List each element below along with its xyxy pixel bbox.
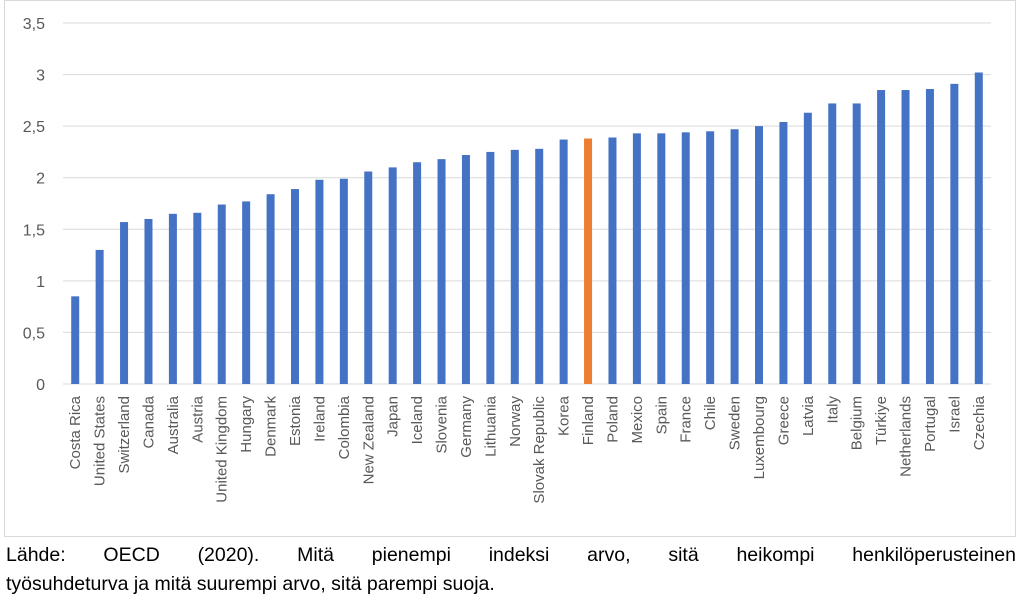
- bar-poland: [608, 137, 617, 384]
- bar-portugal: [925, 89, 934, 385]
- x-tick-label: Portugal: [922, 396, 939, 452]
- x-tick-label: Latvia: [800, 395, 817, 436]
- x-tick-label: United States: [92, 396, 109, 486]
- x-tick-label: Hungary: [238, 396, 255, 453]
- bar-chile: [706, 131, 715, 384]
- x-tick-label: Norway: [507, 396, 524, 447]
- bar-canada: [144, 218, 153, 384]
- y-tick-label: 1,5: [23, 222, 45, 239]
- bar-japan: [388, 167, 397, 384]
- x-tick-label: Iceland: [409, 396, 426, 444]
- x-tick-label: Ireland: [311, 396, 328, 442]
- bar-denmark: [266, 194, 275, 384]
- x-tick-label: Netherlands: [898, 396, 915, 477]
- x-tick-label: Israel: [946, 396, 963, 433]
- x-tick-label: Denmark: [263, 396, 280, 457]
- x-tick-label: Slovenia: [434, 395, 451, 453]
- bar-colombia: [339, 178, 348, 384]
- bar-new-zealand: [364, 171, 373, 384]
- y-tick-label: 3: [36, 68, 45, 85]
- bar-greece: [779, 122, 788, 384]
- bar-latvia: [803, 112, 812, 384]
- x-tick-label: Spain: [653, 396, 670, 434]
- x-tick-label: France: [678, 396, 695, 443]
- bar-ireland: [315, 179, 324, 384]
- x-tick-label: Switzerland: [116, 396, 133, 474]
- bar-czechia: [974, 72, 983, 384]
- bar-slovak-republic: [535, 148, 544, 384]
- y-tick-label: 0: [36, 377, 45, 394]
- x-tick-label: Türkiye: [873, 396, 890, 445]
- x-tick-label: Mexico: [629, 396, 646, 444]
- bar-israel: [950, 83, 959, 385]
- x-tick-label: Luxembourg: [751, 396, 768, 479]
- x-tick-label: Germany: [458, 396, 475, 458]
- y-tick-label: 0,5: [23, 325, 45, 342]
- x-tick-label: Finland: [580, 396, 597, 445]
- y-tick-label: 3,5: [23, 16, 45, 33]
- x-tick-label: Sweden: [727, 396, 744, 450]
- y-tick-label: 2: [36, 171, 45, 188]
- bar-norway: [510, 149, 519, 384]
- x-tick-label: Lithuania: [482, 395, 499, 457]
- bar-united-kingdom: [217, 204, 226, 384]
- bar-estonia: [291, 189, 299, 384]
- bar-lithuania: [486, 151, 495, 384]
- bar-luxembourg: [755, 126, 763, 385]
- x-tick-label: Estonia: [287, 395, 304, 446]
- source-caption: Lähde: OECD (2020). Mitä pienempi indeks…: [6, 541, 1016, 599]
- x-tick-label: Japan: [385, 396, 402, 437]
- x-tick-label: Korea: [556, 395, 573, 436]
- x-tick-label: New Zealand: [360, 396, 377, 484]
- bar-costa-rica: [71, 296, 80, 384]
- bar-hungary: [242, 201, 251, 384]
- bar-netherlands: [901, 90, 910, 385]
- bar-mexico: [632, 133, 641, 384]
- x-tick-label: Canada: [140, 395, 157, 448]
- y-tick-label: 1: [36, 274, 45, 291]
- x-tick-label: Greece: [775, 396, 792, 445]
- bar-belgium: [852, 103, 861, 385]
- x-tick-label: Czechia: [971, 395, 988, 450]
- x-tick-label: Austria: [189, 395, 206, 442]
- bar-united-states: [95, 249, 104, 384]
- x-tick-label: Italy: [824, 396, 841, 424]
- bar-t-rkiye: [877, 90, 886, 385]
- x-tick-label: Australia: [165, 395, 182, 454]
- bar-switzerland: [120, 222, 129, 384]
- x-tick-label: Chile: [702, 396, 719, 430]
- x-tick-label: Colombia: [336, 395, 353, 459]
- bar-finland: [584, 138, 593, 384]
- bar-australia: [168, 213, 177, 384]
- bar-austria: [193, 212, 202, 384]
- x-tick-label: United Kingdom: [214, 396, 231, 503]
- bar-sweden: [730, 129, 739, 384]
- x-tick-label: Belgium: [849, 396, 866, 450]
- y-tick-label: 2,5: [23, 119, 45, 136]
- bar-spain: [657, 133, 666, 384]
- bar-iceland: [413, 162, 422, 384]
- bar-germany: [461, 155, 470, 384]
- chart-frame: 0 0,5 1 1,5 2 2,5 3 3,5 Costa Rica United States S…: [4, 0, 1016, 537]
- bar-italy: [828, 103, 837, 385]
- caption-line-1: Lähde: OECD (2020). Mitä pienempi indeks…: [6, 544, 1016, 566]
- bar-chart: 0 0,5 1 1,5 2 2,5 3 3,5 Costa Rica United States S…: [23, 16, 991, 504]
- bar-france: [681, 132, 690, 384]
- caption-line-2: työsuhdeturva ja mitä suurempi arvo, sit…: [6, 573, 495, 595]
- bar-slovenia: [437, 159, 446, 384]
- x-tick-label: Slovak Republic: [531, 396, 548, 504]
- x-tick-label: Poland: [604, 396, 621, 443]
- bar-korea: [559, 139, 568, 384]
- x-tick-label: Costa Rica: [67, 395, 84, 469]
